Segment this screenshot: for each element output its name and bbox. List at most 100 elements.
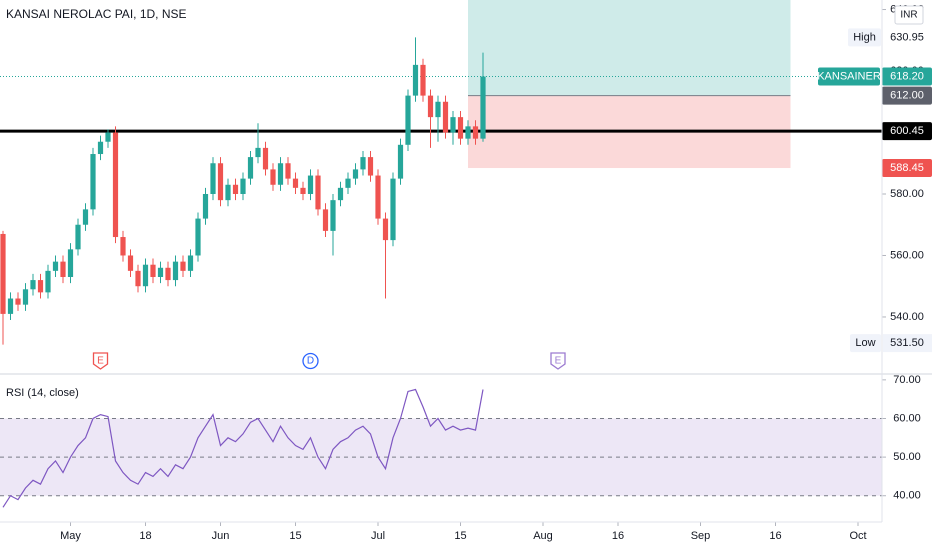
candle-body (142, 264, 149, 287)
currency-box[interactable] (894, 5, 924, 25)
y-tick-label: 40.00 (893, 490, 921, 502)
y-tick-label: 70.00 (893, 374, 921, 386)
candle-body (187, 255, 194, 271)
candle-body (285, 163, 291, 179)
y-tick-label: 50.00 (893, 451, 921, 463)
candle-body (112, 132, 119, 238)
candle-body (37, 280, 44, 293)
last-price-label: 618.20 (890, 70, 924, 82)
entry-box (882, 86, 932, 105)
candle-body (397, 144, 404, 179)
support-label: 600.45 (890, 125, 924, 137)
candle-body (307, 175, 314, 194)
candle-body (375, 175, 381, 219)
candle-body (412, 64, 419, 96)
low-name-box (850, 334, 881, 353)
candle-body (120, 237, 126, 256)
last-price-name: KANSAINER (817, 70, 881, 82)
candle-body (367, 157, 374, 176)
candle-body (382, 218, 389, 241)
entry-label: 612.00 (890, 90, 924, 102)
candle-body (270, 169, 276, 185)
candle-body (22, 289, 29, 305)
last-price-name-box (818, 67, 880, 86)
candle-body (300, 187, 306, 194)
event-label: E (97, 356, 104, 367)
rsi-pane (0, 388, 882, 508)
candle-body (442, 101, 449, 133)
candle-body (67, 249, 74, 278)
stop-label: 588.45 (890, 162, 924, 174)
x-tick-label: Oct (849, 530, 866, 542)
axes: 540.00560.00580.00620.00640.0040.0050.00… (60, 3, 932, 542)
rsi-line (2, 388, 484, 508)
y-tick-label: 560.00 (890, 249, 924, 261)
candle-body (292, 178, 299, 188)
candle-body (345, 178, 351, 188)
candle-body (150, 264, 156, 278)
candle-body (480, 76, 486, 139)
candle-body (7, 298, 14, 314)
last-price-box (882, 67, 932, 86)
rsi-title: RSI (14, close) (6, 387, 79, 399)
event-label: E (555, 356, 562, 367)
candle-body (195, 218, 201, 256)
candle-body (135, 270, 141, 287)
candle-body (255, 147, 261, 158)
x-tick-label: Jul (371, 530, 385, 542)
candle-body (277, 163, 284, 185)
candle-body (232, 184, 239, 194)
x-tick-label: Sep (691, 530, 711, 542)
candle-body (315, 175, 321, 210)
candle-body (360, 157, 366, 170)
candle-body (405, 95, 411, 145)
y-tick-label: 540.00 (890, 311, 924, 323)
candle-body (435, 101, 441, 118)
x-tick-label: 15 (454, 530, 466, 542)
candle-body (60, 261, 66, 278)
candle-body (450, 117, 456, 133)
low-name: Low (855, 337, 875, 349)
target-zone (468, 0, 791, 96)
y-tick-label: 580.00 (890, 188, 924, 200)
x-tick-label: 16 (612, 530, 624, 542)
low-value: 531.50 (890, 337, 924, 349)
candle-body (225, 184, 231, 201)
candle-body (247, 157, 254, 179)
candle-body (127, 255, 134, 271)
candle-body (420, 64, 426, 96)
x-tick-label: May (60, 530, 81, 542)
event-marker (302, 352, 319, 370)
stop-box (882, 159, 932, 178)
high-name: High (853, 31, 876, 43)
currency: INR (900, 10, 917, 21)
candle-body (105, 132, 111, 142)
candle-body (75, 224, 81, 250)
candle-body (240, 178, 246, 194)
candle-body (202, 193, 209, 219)
chart-title: KANSAI NEROLAC PAI, 1D, NSE (6, 7, 187, 21)
candle-body (337, 187, 344, 201)
x-tick-label: Jun (212, 530, 230, 542)
candle-body (457, 117, 464, 139)
candle-body (352, 169, 359, 179)
low-value-box (883, 334, 932, 353)
event-marker (92, 352, 109, 370)
candle-body (172, 261, 179, 281)
y-tick-label: 60.00 (893, 412, 921, 424)
candle-body (322, 209, 329, 231)
candle-body (330, 200, 336, 231)
candle-body (390, 178, 396, 241)
candle-body (157, 267, 164, 278)
candle-body (52, 261, 59, 271)
high-name-box (848, 28, 881, 47)
high-value: 630.95 (890, 31, 924, 43)
support-box (882, 122, 932, 141)
candle-body (165, 267, 171, 281)
candle-body (427, 95, 434, 118)
candle-body (30, 280, 36, 290)
x-tick-label: Aug (533, 530, 553, 542)
candle-body (90, 154, 96, 210)
